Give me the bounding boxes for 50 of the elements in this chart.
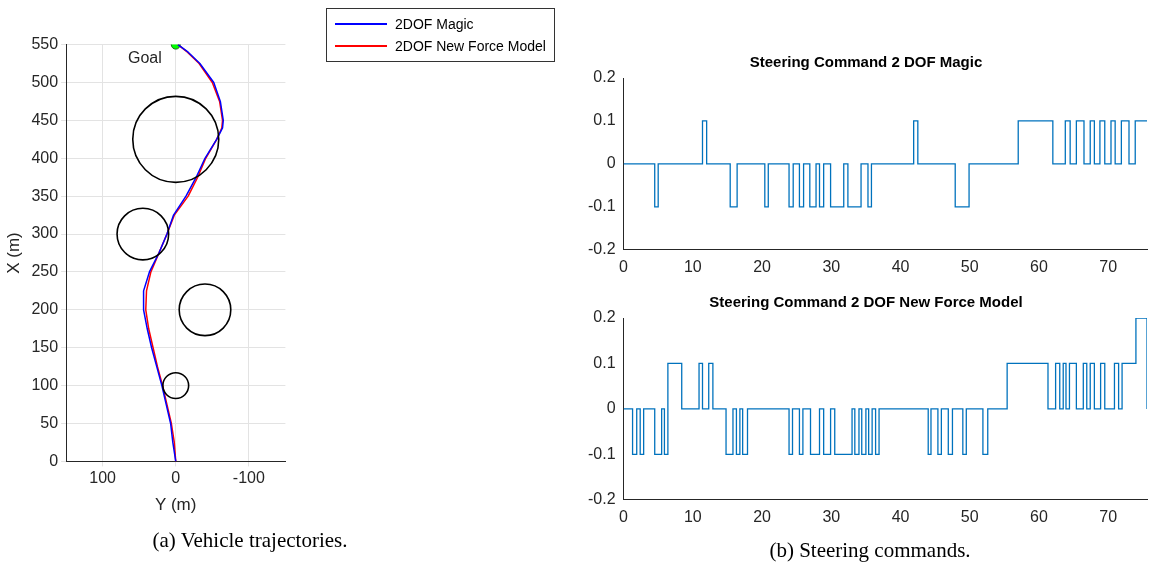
y-tick-label: 550 [31,35,59,53]
y-tick-label: -0.1 [587,444,616,462]
x-tick-label: 0 [619,507,629,525]
chart-title: Steering Command 2 DOF Magic [749,53,983,71]
y-tick-label: 300 [31,224,59,242]
legend-label: 2DOF Magic [395,15,474,34]
y-tick-label: 0.2 [593,308,616,326]
x-tick-label: 30 [822,257,841,275]
y-axis-title: X (m) [3,232,23,274]
x-tick-label: 10 [683,507,702,525]
y-tick-label: 0.1 [593,353,616,371]
chart-title: Steering Command 2 DOF New Force Model [709,293,1023,311]
x-tick-label: 50 [960,507,979,525]
y-tick-label: -0.2 [587,240,616,258]
x-tick-label: 30 [822,507,841,525]
text: (b) Steering commands. [768,538,972,563]
x-tick-label: 0 [619,257,629,275]
x-tick-label: 60 [1030,507,1048,525]
y-tick-label: 50 [40,413,59,431]
y-tick-label: 400 [31,148,59,166]
x-tick-label: 40 [891,257,910,275]
y-tick-label: 0 [49,451,59,469]
x-tick-label: 40 [891,507,910,525]
x-tick-label: 70 [1099,507,1118,525]
y-tick-label: 0 [606,154,616,172]
legend-label: 2DOF New Force Model [395,37,546,56]
x-axis-title: Y (m) [155,495,197,515]
y-tick-label: 0.2 [593,68,616,86]
y-tick-label: 200 [31,300,59,318]
y-tick-label: -0.1 [587,197,616,215]
y-tick-label: 100 [31,376,59,394]
x-tick-label: 100 [89,469,117,487]
y-tick-label: 500 [31,72,59,90]
y-tick-label: 450 [31,110,59,128]
y-tick-label: 150 [31,338,59,356]
x-tick-label: 60 [1030,257,1048,275]
x-tick-label: 50 [960,257,979,275]
x-tick-label: -100 [232,469,265,487]
y-tick-label: 0.1 [593,111,616,129]
y-tick-label: 250 [31,262,59,280]
x-tick-label: 10 [683,257,702,275]
y-tick-label: -0.2 [587,490,616,508]
y-tick-label: 0 [606,399,616,417]
x-tick-label: 20 [753,257,772,275]
x-tick-label: 20 [753,507,772,525]
x-tick-label: 70 [1099,257,1118,275]
y-tick-label: 350 [31,186,59,204]
x-tick-label: 0 [171,469,181,487]
annotation: Goal [127,49,162,67]
text: (a) Vehicle trajectories. [151,528,349,553]
